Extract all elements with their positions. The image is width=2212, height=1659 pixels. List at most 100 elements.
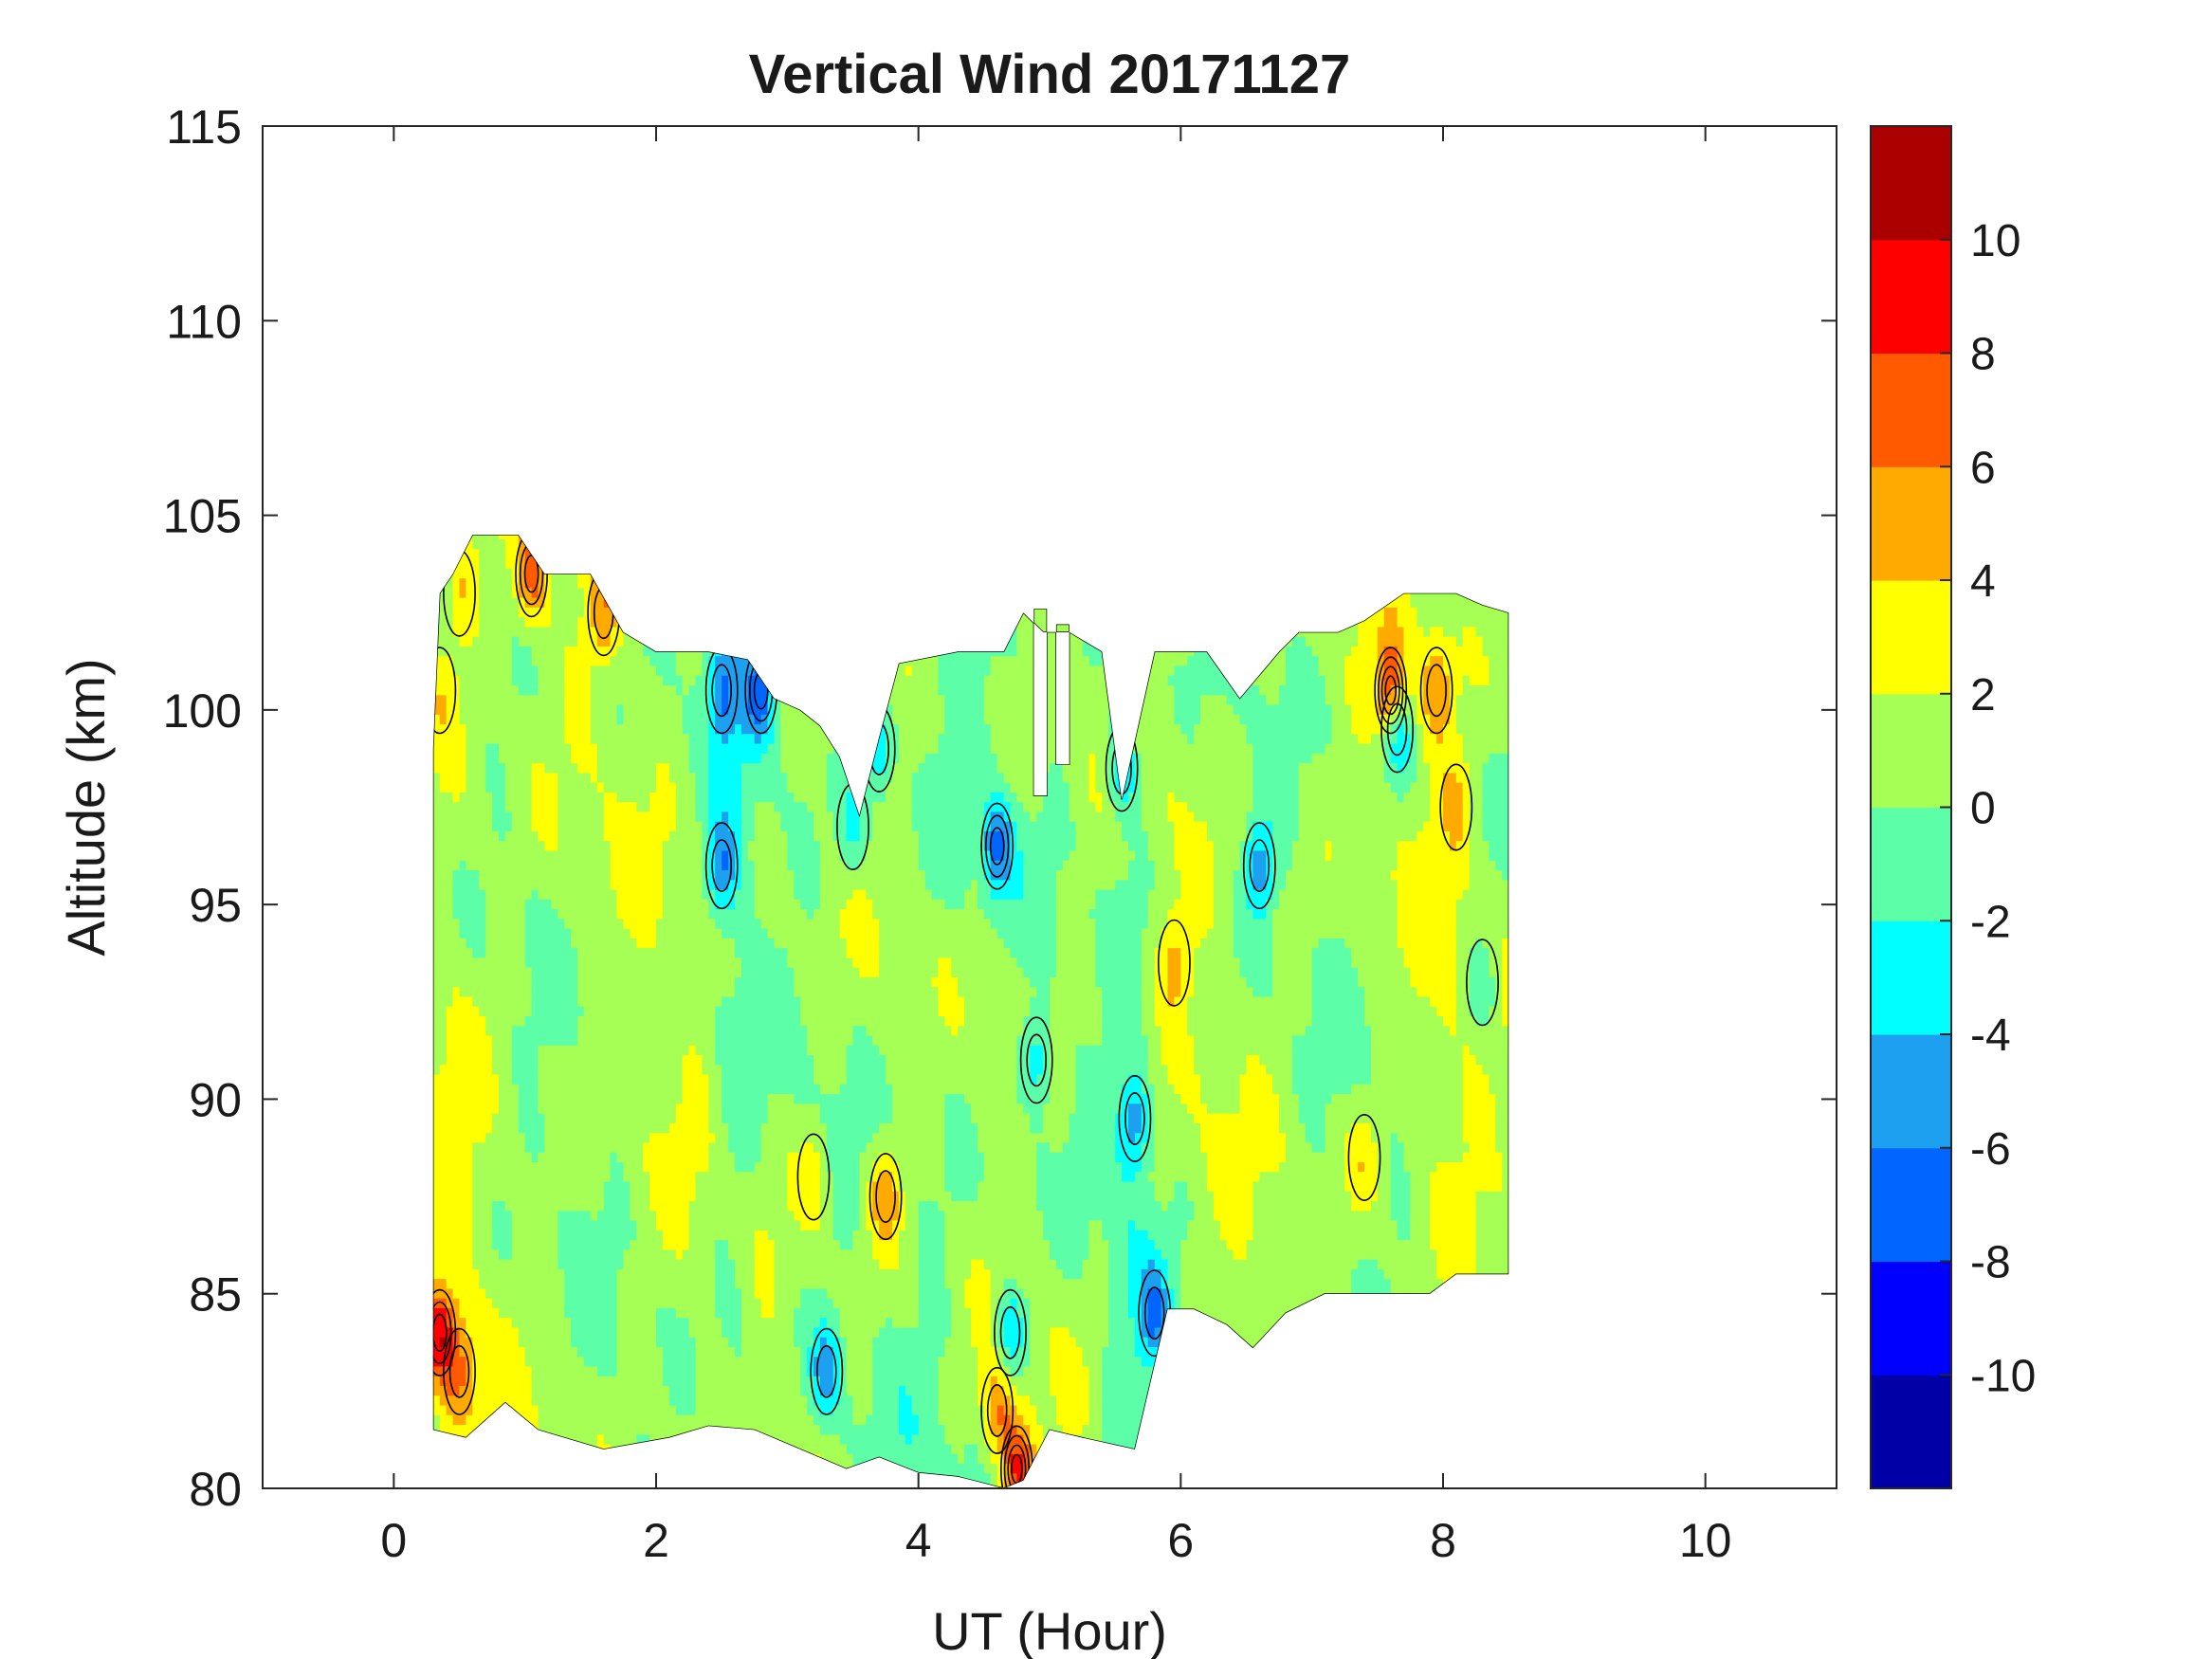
contour-cell [504,1093,513,1104]
contour-cell [682,1200,690,1212]
contour-cell [485,840,493,851]
contour-cell [524,830,533,842]
contour-cell [518,957,526,968]
contour-cell [596,879,605,890]
contour-cell [636,927,644,939]
contour-cell [472,830,480,842]
contour-cell [472,1346,480,1358]
contour-cell [590,976,598,988]
contour-cell [432,1346,441,1358]
contour-cell [518,1375,526,1386]
contour-cell [485,616,493,628]
contour-cell [675,899,684,910]
contour-cell [728,1375,736,1386]
contour-cell [511,792,520,803]
contour-cell [583,762,592,774]
contour-cell [682,1395,690,1406]
contour-cell [472,1093,480,1104]
contour-cell [551,723,558,735]
contour-cell [531,1395,539,1406]
contour-cell [531,557,539,569]
contour-cell [747,1336,756,1347]
contour-cell [452,840,461,851]
contour-cell [459,869,467,881]
contour-cell [564,849,572,861]
contour-cell [603,1073,612,1085]
contour-cell [538,849,546,861]
contour-cell [459,1249,467,1260]
contour-cell [656,859,664,870]
contour-cell [459,811,467,822]
contour-cell [531,1356,539,1367]
contour-cell [564,1132,572,1143]
contour-cell [432,1356,441,1367]
contour-cell [636,1385,644,1396]
contour-cell [630,1161,637,1173]
contour-cell [596,1346,605,1358]
contour-cell [479,1064,486,1075]
contour-cell [551,918,558,929]
contour-cell [583,1151,592,1162]
contour-cell [715,918,722,929]
contour-cell [688,1044,697,1055]
contour-cell [479,840,486,851]
contour-cell [715,753,722,764]
contour-cell [722,694,729,705]
contour-cell [551,1297,558,1308]
contour-cell [623,1278,631,1289]
contour-cell [675,1054,684,1066]
contour-cell [459,1190,467,1201]
contour-cell [603,888,612,900]
contour-cell [636,1034,644,1046]
contour-cell [616,1073,625,1085]
contour-cell [439,792,448,803]
contour-cell [623,849,631,861]
contour-cell [459,1317,467,1328]
contour-cell [499,684,506,696]
contour-cell [485,714,493,725]
contour-cell [518,918,526,929]
contour-cell [504,596,513,608]
contour-cell [439,665,448,676]
contour-cell [544,1034,553,1046]
contour-cell [596,1015,605,1027]
contour-cell [452,792,461,803]
contour-cell [544,811,553,822]
contour-cell [682,840,690,851]
contour-cell [571,781,578,793]
contour-cell [715,927,722,939]
contour-cell [630,1385,637,1396]
contour-cell [656,1132,664,1143]
contour-cell [702,792,710,803]
contour-cell [590,927,598,939]
contour-cell [668,1112,677,1123]
contour-cell [583,1015,592,1027]
contour-cell [662,849,670,861]
contour-cell [538,616,546,628]
contour-cell [472,1084,480,1095]
contour-cell [511,1336,520,1347]
contour-cell [472,772,480,783]
contour-cell [656,1141,664,1153]
contour-cell [479,1404,486,1415]
contour-cell [485,568,493,579]
contour-cell [439,1230,448,1241]
contour-cell [432,742,441,754]
contour-cell [695,1064,704,1075]
contour-cell [623,908,631,920]
contour-cell [682,976,690,988]
contour-cell [695,938,704,949]
contour-cell [524,596,533,608]
contour-cell [538,1424,546,1435]
contour-cell [747,811,756,822]
contour-cell [643,986,650,997]
contour-cell [558,1375,565,1386]
contour-cell [610,1084,618,1095]
contour-cell [596,1141,605,1153]
contour-cell [577,1307,585,1319]
contour-cell [583,1210,592,1221]
contour-cell [439,1424,448,1435]
contour-cell [747,723,756,735]
contour-cell [544,596,553,608]
contour-cell [623,646,631,657]
